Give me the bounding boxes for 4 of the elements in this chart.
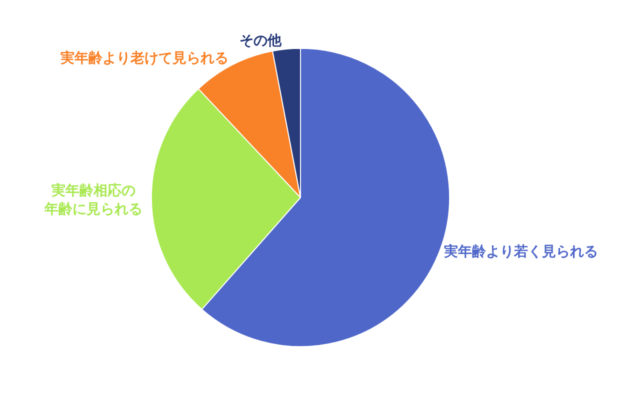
slice-label: その他 bbox=[239, 33, 282, 50]
slice-label: 実年齢より老けて見られる bbox=[60, 49, 229, 66]
slice-label: 実年齢相応の年齢に見られる bbox=[44, 182, 143, 218]
slice-label: 実年齢より若く見られる bbox=[444, 242, 598, 260]
